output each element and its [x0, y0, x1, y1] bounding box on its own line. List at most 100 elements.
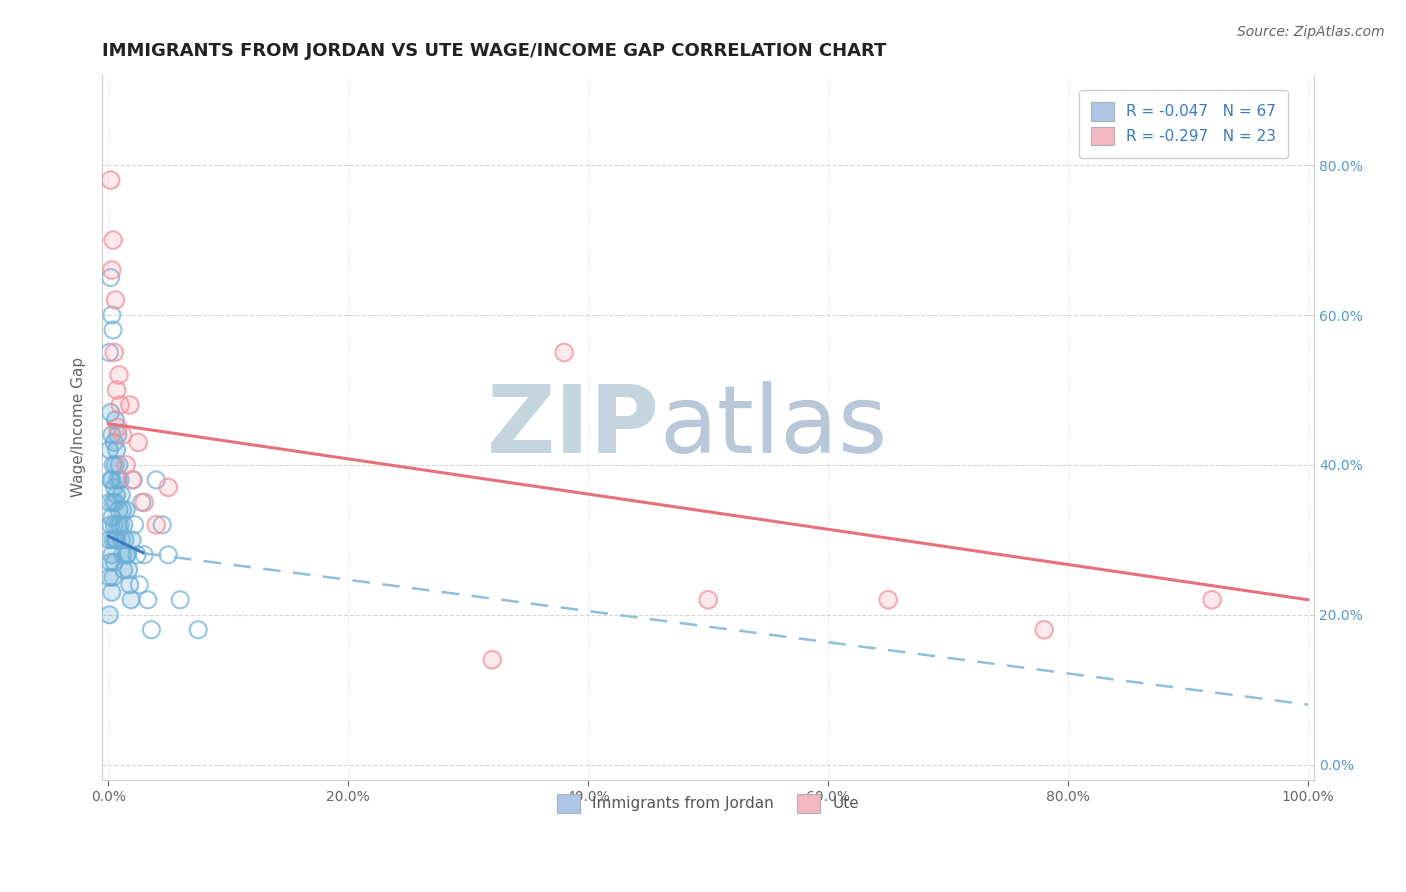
Text: Source: ZipAtlas.com: Source: ZipAtlas.com: [1237, 25, 1385, 39]
Point: [100, 473, 122, 487]
Point: [98, 570, 121, 584]
Point: [121, 533, 143, 547]
Point: [169, 592, 191, 607]
Point: [105, 383, 128, 397]
Point: [157, 480, 180, 494]
Point: [101, 308, 124, 322]
Point: [108, 458, 131, 472]
Point: [101, 473, 124, 487]
Point: [101, 458, 124, 472]
Point: [122, 473, 145, 487]
Point: [127, 435, 149, 450]
Point: [108, 458, 131, 472]
Point: [108, 517, 131, 532]
Point: [481, 653, 503, 667]
Point: [110, 488, 132, 502]
Point: [111, 428, 134, 442]
Y-axis label: Wage/Income Gap: Wage/Income Gap: [72, 358, 86, 498]
Point: [104, 293, 127, 307]
Point: [121, 533, 143, 547]
Point: [118, 398, 141, 412]
Point: [120, 592, 142, 607]
Point: [145, 517, 167, 532]
Point: [121, 473, 143, 487]
Point: [481, 653, 503, 667]
Point: [100, 173, 122, 187]
Point: [103, 345, 125, 359]
Point: [103, 555, 125, 569]
Point: [101, 458, 124, 472]
Point: [101, 548, 124, 562]
Point: [108, 368, 131, 382]
Point: [100, 517, 122, 532]
Point: [101, 533, 124, 547]
Point: [101, 233, 124, 247]
Point: [103, 517, 125, 532]
Point: [98, 345, 121, 359]
Point: [105, 533, 128, 547]
Point: [103, 480, 125, 494]
Point: [128, 578, 150, 592]
Point: [697, 592, 720, 607]
Point: [105, 488, 128, 502]
Point: [127, 435, 149, 450]
Point: [115, 548, 138, 562]
Point: [105, 488, 128, 502]
Point: [117, 563, 139, 577]
Point: [115, 458, 138, 472]
Point: [107, 420, 129, 434]
Point: [98, 495, 121, 509]
Point: [115, 503, 138, 517]
Point: [108, 517, 131, 532]
Point: [110, 533, 132, 547]
Point: [101, 428, 124, 442]
Point: [111, 428, 134, 442]
Point: [877, 592, 900, 607]
Point: [114, 533, 136, 547]
Point: [553, 345, 575, 359]
Point: [114, 533, 136, 547]
Point: [108, 398, 131, 412]
Point: [103, 517, 125, 532]
Point: [98, 533, 121, 547]
Point: [115, 503, 138, 517]
Point: [107, 420, 129, 434]
Point: [1201, 592, 1223, 607]
Point: [104, 458, 127, 472]
Point: [101, 495, 124, 509]
Point: [157, 480, 180, 494]
Point: [104, 293, 127, 307]
Point: [100, 405, 122, 419]
Point: [107, 473, 129, 487]
Point: [98, 607, 121, 622]
Point: [553, 345, 575, 359]
Point: [124, 517, 146, 532]
Point: [136, 592, 159, 607]
Point: [100, 473, 122, 487]
Point: [104, 533, 127, 547]
Point: [111, 503, 134, 517]
Point: [115, 548, 138, 562]
Point: [125, 548, 148, 562]
Point: [108, 473, 131, 487]
Point: [107, 517, 129, 532]
Point: [110, 533, 132, 547]
Point: [134, 495, 156, 509]
Point: [100, 270, 122, 285]
Point: [121, 473, 143, 487]
Point: [103, 480, 125, 494]
Point: [108, 503, 131, 517]
Point: [104, 413, 127, 427]
Point: [111, 548, 134, 562]
Point: [104, 533, 127, 547]
Point: [98, 442, 121, 457]
Point: [104, 495, 127, 509]
Point: [105, 383, 128, 397]
Point: [101, 263, 124, 277]
Point: [101, 585, 124, 599]
Point: [118, 398, 141, 412]
Text: atlas: atlas: [659, 382, 889, 474]
Point: [103, 345, 125, 359]
Point: [101, 323, 124, 337]
Point: [112, 563, 135, 577]
